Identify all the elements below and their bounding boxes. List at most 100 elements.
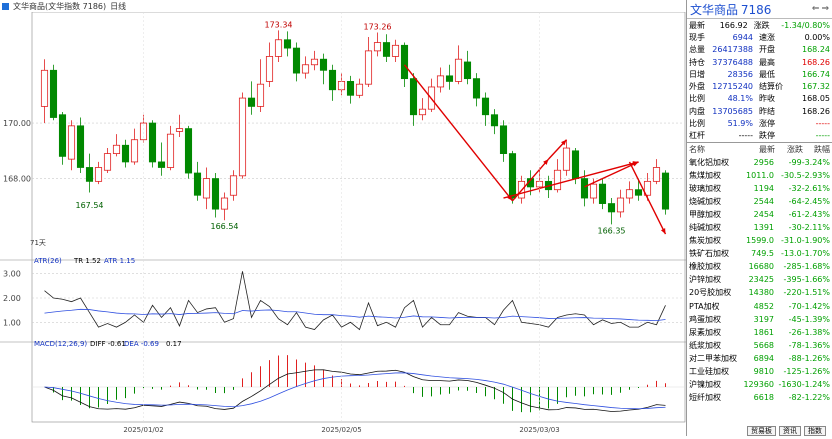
macd-dea-value: DEA -0.69 [124,340,159,348]
quote-value: 6944 [732,32,753,42]
list-item-pct: -1.51% [801,288,830,298]
high-label: 173.34 [265,20,293,29]
list-item[interactable]: 铁矿石加权 749.5 -13.0 -1.70% [687,247,832,260]
list-item[interactable]: 烧碱加权 2544 -64 -2.45% [687,195,832,208]
list-item-last: 6618 [753,392,775,402]
quote-label: 杠杆 [689,131,705,141]
list-item[interactable]: 玻璃加权 1194 -32 -2.61% [687,182,832,195]
quote-value: 51.9% [727,119,753,129]
list-item-name: 工业硅加权 [689,366,729,376]
candle-body [76,125,85,168]
trend-arrow [584,161,639,188]
list-item-change: -45 [788,314,802,324]
list-item[interactable]: 20号胶加权 14380 -220 -1.51% [687,286,832,299]
list-item[interactable]: 尿素加权 1861 -26 -1.38% [687,326,832,339]
candle-body [391,44,400,57]
quote-value: ----- [815,131,830,141]
list-item[interactable]: 工业硅加权 9810 -125 -1.26% [687,365,832,378]
list-item[interactable]: 鸡蛋加权 3197 -45 -1.39% [687,313,832,326]
candle-body [652,167,661,182]
quote-value: 167.32 [802,82,830,92]
list-item-pct: -1.38% [801,327,830,337]
list-item-last: 1391 [753,223,775,233]
candle-body [643,180,652,196]
candle-body [364,50,373,85]
candle-body [400,44,409,80]
list-item-change: -220 [783,288,802,298]
list-item[interactable]: 沪镍加权 129360 -1630 -1.24% [687,378,832,391]
list-item-change: -78 [788,340,802,350]
list-item-name: 纯碱加权 [689,223,721,233]
quote-label: 最低 [759,69,775,79]
quote-row: 总量 26417388 开盘 168.24 [687,44,832,56]
macd-diff-value: DIFF -0.61 [90,340,126,348]
candle-body [598,183,607,204]
candle-body [94,167,103,182]
candle-body [382,42,391,57]
candle-body [463,61,472,80]
candle-body [319,58,328,71]
quote-value: 166.92 [719,20,748,30]
candle-body [454,58,463,82]
kline-chart[interactable]: 170.00 168.00 173.34 173.26 167.54 166.54 166.… [0,11,686,436]
list-item-last: 1599.0 [746,236,775,246]
list-item[interactable]: 短纤加权 6618 -82 -1.22% [687,391,832,404]
quote-label: 日增 [689,69,705,79]
list-item-change: -88 [788,353,802,363]
candle-body [58,114,67,157]
candle-body [445,75,454,82]
list-item-name: 焦炭加权 [689,236,721,246]
list-item[interactable]: 焦煤加权 1011.0 -30.5 -2.93% [687,169,832,182]
list-item[interactable]: 沪锌加权 23425 -395 -1.66% [687,273,832,286]
quote-value: 168.26 [802,106,830,116]
candle-body [247,97,256,107]
list-item[interactable]: PTA加权 4852 -70 -1.42% [687,299,832,312]
list-item-name: 甲醇加权 [689,210,721,220]
list-item-pct: -1.39% [801,314,830,324]
candle-body [490,114,499,127]
list-item[interactable]: 氧化铝加权 2956 -99 -3.24% [687,156,832,169]
candle-body [472,78,481,99]
candle-body [292,47,301,74]
forward-icon[interactable]: ⇒ [821,4,829,14]
list-item-name: 尿素加权 [689,327,721,337]
candle-body [256,83,265,107]
candle-body [634,189,643,196]
list-item[interactable]: 甲醇加权 2454 -61 -2.43% [687,208,832,221]
list-item-name: 玻璃加权 [689,184,721,194]
list-item-change: -26 [788,327,802,337]
candle-body [85,167,94,182]
candle-body [265,56,274,82]
candle-body [67,125,76,160]
panel-tab[interactable]: 指数 [804,426,826,436]
arrow-head [660,228,666,235]
candle-body [184,128,193,174]
list-item[interactable]: 焦炭加权 1599.0 -31.0 -1.90% [687,234,832,247]
panel-tabs: 贸易板 资讯 指数 [687,426,832,436]
y-tick-label: 1.00 [3,318,21,327]
list-item-name: 纸浆加权 [689,340,721,350]
macd-value: 0.17 [166,340,182,348]
trend-arrow [403,64,514,202]
candle-body [589,183,598,199]
chart-area[interactable]: 170.00 168.00 173.34 173.26 167.54 166.54 166.… [0,11,686,436]
list-item-name: PTA加权 [689,301,720,311]
candle-body [103,153,112,171]
list-item-pct: -1.42% [801,301,830,311]
y-tick-label: 170.00 [3,119,31,128]
list-item[interactable]: 纯碱加权 1391 -30 -2.11% [687,221,832,234]
back-icon[interactable]: ⇐ [811,4,820,14]
list-item[interactable]: 橡胶加权 16680 -285 -1.68% [687,260,832,273]
panel-tab[interactable]: 贸易板 [747,426,776,436]
list-item[interactable]: 纸浆加权 5668 -78 -1.36% [687,339,832,352]
period-label[interactable]: 日线 [110,1,127,11]
x-tick-label: 2025/02/05 [321,426,361,434]
panel-tab[interactable]: 资讯 [779,426,801,436]
list-item-change: -285 [783,262,802,272]
list-item-name: 铁矿石加权 [689,249,729,259]
list-item-change: -61 [788,210,802,220]
quote-row: 最新 166.92 涨跌 -1.34/0.80% [687,19,832,31]
list-item[interactable]: 对二甲苯加权 6894 -88 -1.26% [687,352,832,365]
diff-line [44,369,666,412]
list-item-pct: -2.93% [801,171,830,181]
